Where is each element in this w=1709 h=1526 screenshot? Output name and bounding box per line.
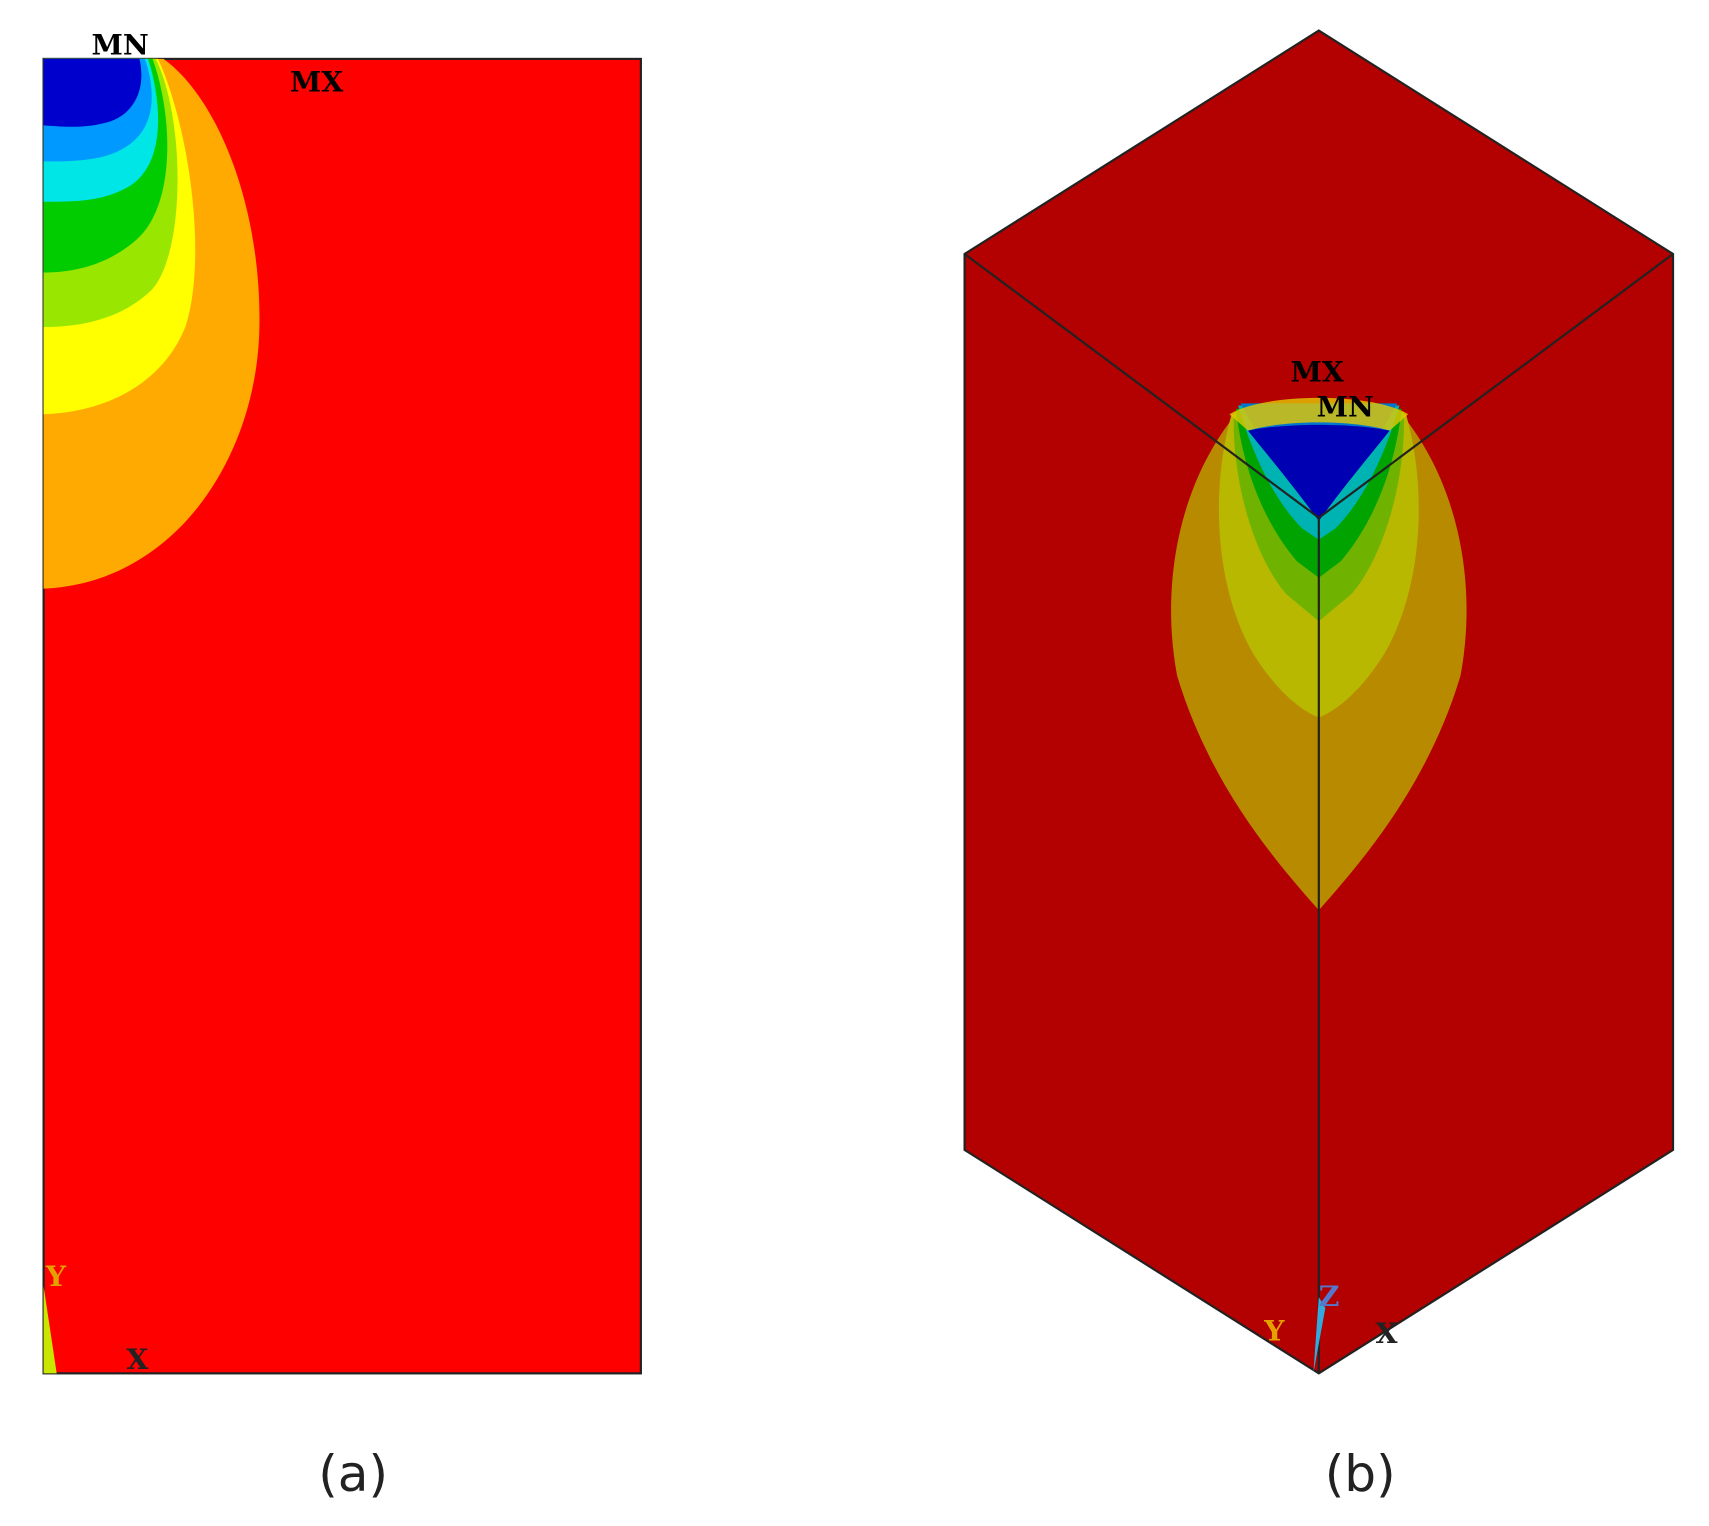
contour-band <box>43 58 142 127</box>
axis-label: Y <box>1263 1314 1285 1348</box>
axis-label: X <box>126 1342 148 1376</box>
min-label: MN <box>1317 389 1374 423</box>
panel-a: MN MX Y X (a) <box>42 28 642 1503</box>
axis-label: X <box>1375 1316 1397 1350</box>
edge <box>1318 253 1674 519</box>
contour-band <box>1247 424 1390 522</box>
contour-band <box>1229 397 1409 431</box>
block-edges <box>963 253 1674 1374</box>
max-label: MX <box>1290 355 1343 389</box>
min-label: MN <box>92 28 149 62</box>
max-label: MX <box>290 65 343 99</box>
edge <box>963 253 1320 519</box>
caption: (a) <box>318 1444 388 1503</box>
axis-label: Y <box>45 1259 67 1293</box>
caption: (b) <box>1325 1444 1396 1503</box>
axis-label: Z <box>1319 1279 1340 1313</box>
panel-b: MX MN Y Z X (b) <box>963 29 1675 1503</box>
triad-glyph <box>1313 1297 1326 1374</box>
